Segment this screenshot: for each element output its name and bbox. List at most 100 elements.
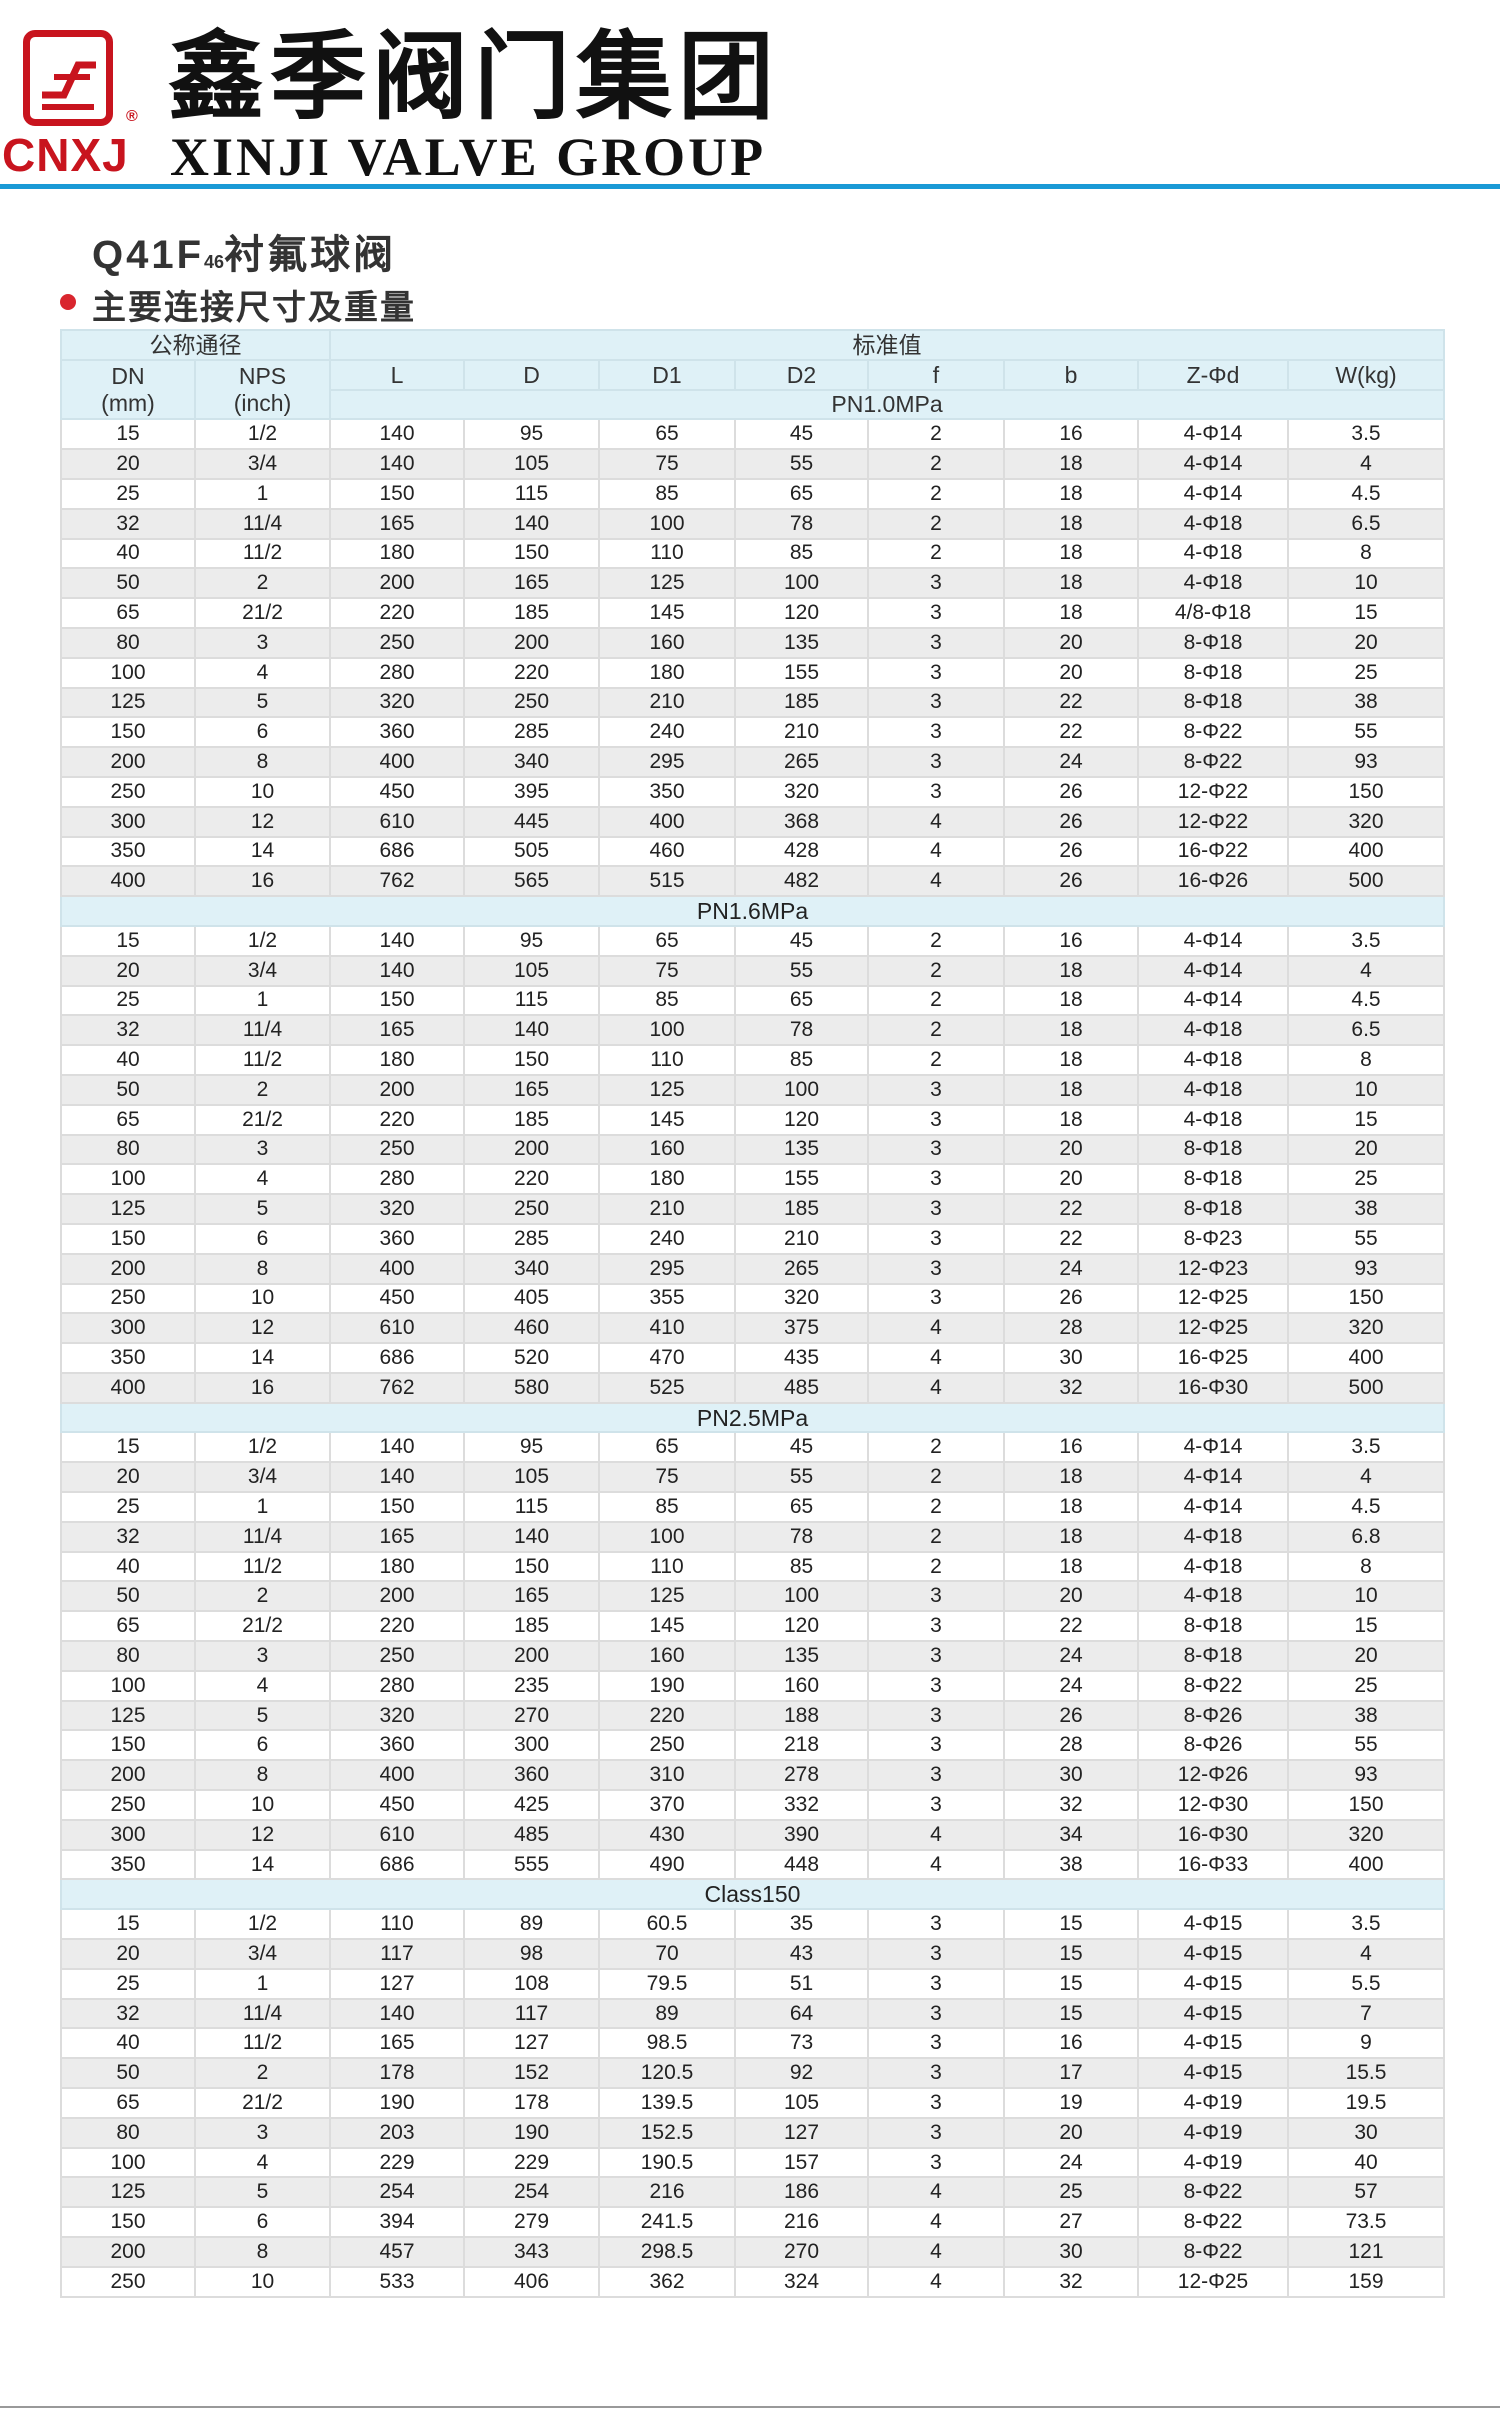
table-cell: 22 xyxy=(1003,686,1139,719)
table-cell: 525 xyxy=(598,1371,736,1404)
table-cell: 2 xyxy=(867,1550,1005,1583)
table-cell: 65 xyxy=(734,477,869,510)
table-cell: 4.5 xyxy=(1287,984,1445,1017)
table-cell: 3 xyxy=(867,1759,1005,1792)
table-cell: 20 xyxy=(1287,1640,1445,1672)
table-cell: 145 xyxy=(598,597,736,629)
table-cell: 40 xyxy=(60,537,196,570)
table-cell: 405 xyxy=(463,1282,600,1315)
table-cell: 12-Φ25 xyxy=(1137,1312,1289,1345)
table-cell: 8 xyxy=(194,1759,331,1792)
table-cell: 78 xyxy=(734,1520,869,1553)
table-row: 150 6 360 285 240 210 3 22 8-Φ23 55 xyxy=(60,1222,1445,1255)
table-cell: 19.5 xyxy=(1287,2087,1445,2119)
table-cell: 285 xyxy=(463,1222,600,1255)
table-cell: 2 xyxy=(867,1431,1005,1464)
table-cell: 5 xyxy=(194,1193,331,1225)
table-row: 125 5 320 250 210 185 3 22 8-Φ18 38 xyxy=(60,1193,1445,1225)
table-cell: 250 xyxy=(60,775,196,808)
table-cell: 5 xyxy=(194,686,331,719)
table-cell: 12-Φ22 xyxy=(1137,805,1289,838)
table-cell: 8-Φ22 xyxy=(1137,1669,1289,1702)
table-cell: 3 xyxy=(867,1908,1005,1941)
table-cell: 410 xyxy=(598,1312,736,1345)
table-cell: 8-Φ22 xyxy=(1137,2206,1289,2238)
table-cell: 152.5 xyxy=(598,2116,736,2149)
table-cell: 24 xyxy=(1003,1252,1139,1285)
table-cell: 8-Φ18 xyxy=(1137,626,1289,659)
table-row: 300 12 610 460 410 375 4 28 12-Φ25 320 xyxy=(60,1312,1445,1345)
table-cell: 152 xyxy=(463,2057,600,2090)
table-cell: 298.5 xyxy=(598,2236,736,2268)
table-cell: 360 xyxy=(463,1759,600,1792)
table-cell: 108 xyxy=(463,1967,600,2000)
table-cell: 100 xyxy=(60,2146,196,2179)
table-cell: 85 xyxy=(598,984,736,1017)
table-cell: 4-Φ19 xyxy=(1137,2087,1289,2119)
table-cell: 4-Φ14 xyxy=(1137,448,1289,480)
table-cell: 350 xyxy=(60,1342,196,1374)
table-cell: 4-Φ18 xyxy=(1137,507,1289,540)
table-cell: 320 xyxy=(329,1699,465,1732)
table-row: 50 2 178 152 120.5 92 3 17 4-Φ15 15.5 xyxy=(60,2057,1445,2090)
table-cell: 65 xyxy=(60,1610,196,1643)
table-cell: 8-Φ22 xyxy=(1137,2176,1289,2209)
table-cell: 16 xyxy=(1003,1431,1139,1464)
nps-label: NPS xyxy=(238,362,287,389)
table-cell: 11/2 xyxy=(194,2027,331,2060)
table-cell: 12-Φ30 xyxy=(1137,1789,1289,1821)
table-cell: 25 xyxy=(60,1967,196,2000)
table-row: 350 14 686 555 490 448 4 38 16-Φ33 400 xyxy=(60,1848,1445,1881)
table-cell: 125 xyxy=(60,1193,196,1225)
table-cell: 38 xyxy=(1287,1193,1445,1225)
table-cell: 11/2 xyxy=(194,1550,331,1583)
table-cell: 1/2 xyxy=(194,924,331,957)
table-cell: 280 xyxy=(329,656,465,689)
table-cell: 4-Φ18 xyxy=(1137,567,1289,600)
table-cell: 100 xyxy=(734,1580,869,1613)
table-cell: 12-Φ22 xyxy=(1137,775,1289,808)
table-row: 50 2 200 165 125 100 3 18 4-Φ18 10 xyxy=(60,567,1445,600)
table-cell: 105 xyxy=(734,2087,869,2119)
table-cell: 3 xyxy=(867,1133,1005,1166)
table-cell: 140 xyxy=(463,507,600,540)
table-cell: 93 xyxy=(1287,746,1445,778)
table-cell: 20 xyxy=(60,954,196,987)
table-cell: 18 xyxy=(1003,597,1139,629)
table-cell: 220 xyxy=(598,1699,736,1732)
table-cell: 3 xyxy=(867,686,1005,719)
table-cell: 2 xyxy=(867,954,1005,987)
table-cell: 220 xyxy=(463,656,600,689)
table-row: 150 6 394 279 241.5 216 4 27 8-Φ22 73.5 xyxy=(60,2206,1445,2238)
table-cell: 220 xyxy=(329,597,465,629)
table-cell: 110 xyxy=(598,1550,736,1583)
table-row: 300 12 610 445 400 368 4 26 12-Φ22 320 xyxy=(60,805,1445,838)
table-cell: 100 xyxy=(60,1669,196,1702)
table-cell: 14 xyxy=(194,1342,331,1374)
table-cell: 18 xyxy=(1003,1520,1139,1553)
table-cell: 10 xyxy=(194,1789,331,1821)
table-row: 25 1 150 115 85 65 2 18 4-Φ14 4.5 xyxy=(60,984,1445,1017)
table-cell: 16 xyxy=(1003,924,1139,957)
table-cell: 21/2 xyxy=(194,1610,331,1643)
table-cell: 320 xyxy=(734,1282,869,1315)
table-cell: 19 xyxy=(1003,2087,1139,2119)
column-header: L xyxy=(329,358,465,391)
table-cell: 1 xyxy=(194,984,331,1017)
table-cell: 100 xyxy=(734,1073,869,1106)
table-cell: 185 xyxy=(734,1193,869,1225)
table-cell: 10 xyxy=(194,2265,331,2298)
table-cell: 12 xyxy=(194,805,331,838)
table-cell: 8-Φ26 xyxy=(1137,1699,1289,1732)
table-cell: 8-Φ18 xyxy=(1137,1133,1289,1166)
table-cell: 65 xyxy=(598,418,736,451)
table-cell: 150 xyxy=(329,477,465,510)
table-cell: 1/2 xyxy=(194,1908,331,1941)
table-cell: 270 xyxy=(463,1699,600,1732)
table-cell: 15 xyxy=(60,1431,196,1464)
table-cell: 4-Φ18 xyxy=(1137,1014,1289,1047)
table-cell: 18 xyxy=(1003,567,1139,600)
table-row: 32 11/4 165 140 100 78 2 18 4-Φ18 6.5 xyxy=(60,1014,1445,1047)
table-cell: 3 xyxy=(867,1073,1005,1106)
table-cell: 7 xyxy=(1287,1997,1445,2030)
